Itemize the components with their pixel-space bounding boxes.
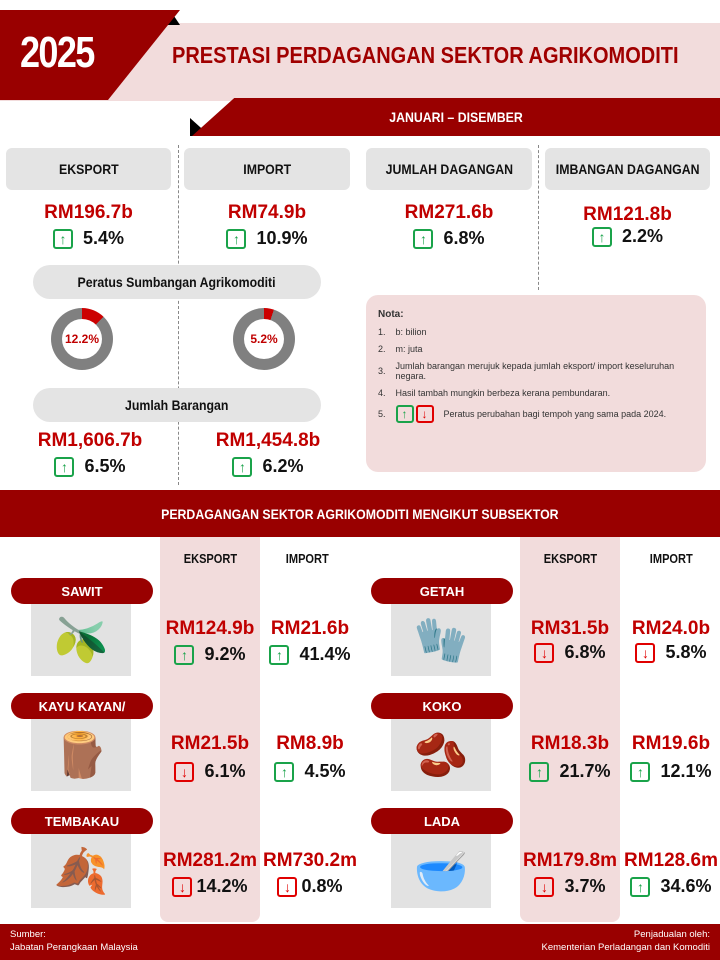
summary-import: IMPORT RM74.9b ↑ 10.9% [184, 148, 350, 249]
total-goods-label: Jumlah Barangan [33, 388, 321, 422]
arrow-up-icon: ↑ [274, 761, 295, 782]
col-header-export: EKSPORT [543, 551, 597, 566]
subsector-label: GETAH [371, 578, 513, 604]
arrow-up-icon: ↑ [269, 644, 290, 665]
rubber-image: 🧤 [391, 604, 491, 676]
note-item: 1. b: bilion [378, 327, 427, 337]
import-donut: 5.2% [233, 308, 295, 370]
subsector-label: KAYU KAYAN/ [11, 693, 153, 719]
arrow-up-icon: ↑ [52, 228, 73, 249]
notes-box: Nota: 1. b: bilion 2. m: juta 3. Jumlah bar… [366, 295, 706, 472]
arrow-down-icon: ↓ [635, 642, 656, 663]
palm-oil-image: 🫒 [31, 604, 131, 676]
export-donut: 12.2% [51, 308, 113, 370]
import-change: ↑ 10.9% [184, 228, 350, 249]
divider [178, 145, 179, 485]
export-value: RM196.7b [44, 202, 133, 223]
arrow-up-icon: ↑ [174, 644, 195, 665]
period-label: JANUARI – DISEMBER [389, 109, 523, 125]
note-item: 4. Hasil tambah mungkin berbeza kerana pe… [378, 388, 611, 398]
col-header-import: IMPORT [649, 551, 693, 566]
arrow-up-icon: ↑ [630, 761, 651, 782]
summary-trade-balance: IMBANGAN DAGANGAN RM121.8b ↑ 2.2% [545, 148, 710, 247]
arrow-up-icon: ↑ [413, 228, 434, 249]
total-goods-export: RM1,606.7b ↑ 6.5% [37, 430, 143, 477]
card-header: IMBANGAN DAGANGAN [545, 148, 710, 190]
subsector-lada: LADA 🥣 RM179.8m ↓ 3.7% RM128.6m ↑ 34.6% [360, 808, 720, 918]
footer: Sumber: Jabatan Perangkaan Malaysia Penj… [0, 924, 720, 960]
arrow-down-icon: ↓ [174, 761, 195, 782]
export-change: ↑ 5.4% [6, 228, 171, 249]
card-header: EKSPORT [6, 148, 171, 190]
source: Sumber: Jabatan Perangkaan Malaysia [10, 929, 138, 953]
arrow-down-icon: ↓ [172, 876, 193, 897]
arrow-down-icon: ↓ [534, 876, 555, 897]
arrow-up-icon: ↑ [529, 761, 550, 782]
page-title: PRESTASI PERDAGANGAN SEKTOR AGRIKOMODITI [172, 42, 679, 68]
arrow-down-icon: ↓ [534, 642, 555, 663]
contribution-label: Peratus Sumbangan Agrikomoditi [33, 265, 321, 299]
subsector-label: KOKO [371, 693, 513, 719]
card-header: IMPORT [184, 148, 350, 190]
cocoa-image: 🫘 [391, 719, 491, 791]
year-label: 2025 [20, 28, 95, 77]
arrow-up-icon: ↑ [232, 456, 253, 477]
subsector-label: TEMBAKAU [11, 808, 153, 834]
tobacco-image: 🍂 [31, 834, 131, 908]
arrow-up-icon: ↑ [395, 405, 414, 423]
card-header: JUMLAH DAGANGAN [366, 148, 532, 190]
export-column-bg [160, 537, 260, 922]
subsector-koko: KOKO 🫘 RM18.3b ↑ 21.7% RM19.6b ↑ 12.1% [360, 693, 720, 803]
timber-image: 🪵 [31, 719, 131, 791]
period-bar [192, 98, 720, 136]
subsector-label: SAWIT [11, 578, 153, 604]
total-trade-value: RM271.6b [404, 202, 494, 223]
note-item: 2. m: juta [378, 344, 423, 354]
subsector-sawit: SAWIT 🫒 RM124.9b ↑ 9.2% RM21.6b ↑ 41.4% [0, 578, 360, 688]
total-trade-change: ↑ 6.8% [366, 228, 532, 249]
import-value: RM74.9b [227, 202, 307, 223]
compiled-by: Penjadualan oleh: Kementerian Perladanga… [541, 929, 710, 953]
arrow-up-icon: ↑ [630, 876, 651, 897]
arrow-down-icon: ↓ [415, 405, 434, 423]
note-item: 3. Jumlah barangan merujuk kepada jumlah … [378, 361, 675, 381]
subsector-kayu-kayan: KAYU KAYAN/ 🪵 RM21.5b ↓ 6.1% RM8.9b ↑ 4.5% [0, 693, 360, 803]
subsector-tembakau: TEMBAKAU 🍂 RM281.2m ↓ 14.2% RM730.2m ↓ 0.8… [0, 808, 360, 918]
arrow-up-icon: ↑ [54, 456, 75, 477]
subsector-title-bar: PERDAGANGAN SEKTOR AGRIKOMODITI MENGIKUT… [0, 490, 720, 537]
summary-total-trade: JUMLAH DAGANGAN RM271.6b ↑ 6.8% [366, 148, 532, 249]
subsector-label: LADA [371, 808, 513, 834]
pepper-image: 🥣 [391, 834, 491, 908]
summary-export: EKSPORT RM196.7b ↑ 5.4% [6, 148, 171, 249]
trade-balance-change: ↑ 2.2% [545, 226, 710, 247]
subsector-getah: GETAH 🧤 RM31.5b ↓ 6.8% RM24.0b ↓ 5.8% [360, 578, 720, 688]
note-item: 5. ↑ ↓ Peratus perubahan bagi tempoh yang… [378, 405, 667, 423]
arrow-up-icon: ↑ [591, 226, 612, 247]
col-header-import: IMPORT [286, 551, 329, 566]
divider [538, 145, 539, 290]
arrow-down-icon: ↓ [277, 876, 298, 897]
arrow-up-icon: ↑ [226, 228, 247, 249]
export-column-bg [520, 537, 620, 922]
total-goods-import: RM1,454.8b ↑ 6.2% [215, 430, 321, 477]
col-header-export: EKSPORT [183, 551, 237, 566]
trade-balance-value: RM121.8b [583, 204, 672, 225]
